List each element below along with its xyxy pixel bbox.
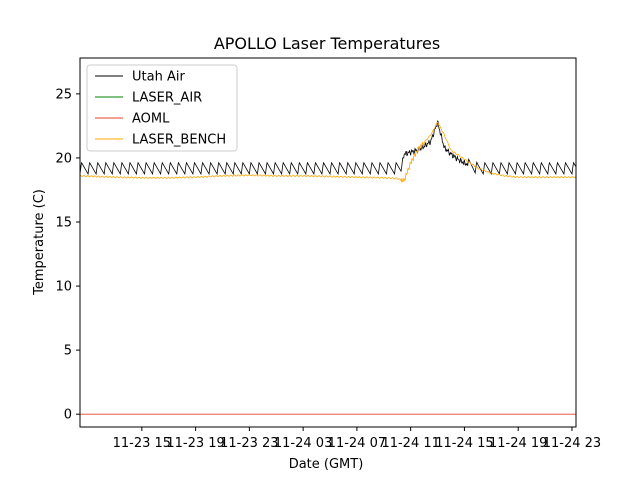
legend-label: LASER_BENCH: [132, 133, 226, 148]
x-tick-label: 11-24 19: [489, 436, 547, 451]
x-tick-label: 11-24 03: [274, 436, 332, 451]
legend-label: Utah Air: [132, 70, 185, 85]
legend-box: [86, 64, 238, 152]
y-tick-label: 25: [55, 87, 72, 102]
y-tick-label: 5: [64, 344, 72, 359]
x-tick-label: 11-24 11: [381, 436, 439, 451]
x-tick-label: 11-24 23: [543, 436, 601, 451]
chart-title: APOLLO Laser Temperatures: [214, 34, 440, 53]
series-layer: [79, 120, 577, 415]
x-tick-label: 11-23 23: [220, 436, 278, 451]
x-tick-label: 11-24 15: [435, 436, 493, 451]
y-tick-label: 10: [55, 280, 72, 295]
x-tick-label: 11-23 15: [113, 436, 171, 451]
y-tick-label: 15: [55, 216, 72, 231]
plot-frame: [79, 57, 577, 428]
legend-label: LASER_AIR: [132, 91, 202, 106]
y-tick-label: 20: [55, 151, 72, 166]
x-tick-label: 11-23 19: [166, 436, 224, 451]
y-tick-label: 0: [64, 408, 72, 423]
legend-label: AOML: [132, 112, 170, 127]
x-tick-label: 11-24 07: [328, 436, 386, 451]
legend: Utah Air LASER_AIR AOML LASER_BENCH: [86, 64, 238, 152]
x-axis-label: Date (GMT): [289, 457, 364, 472]
y-axis-label: Temperature (C): [32, 189, 47, 296]
series-line-utah-air: [79, 120, 577, 176]
series-line-laser-bench: [79, 121, 577, 183]
